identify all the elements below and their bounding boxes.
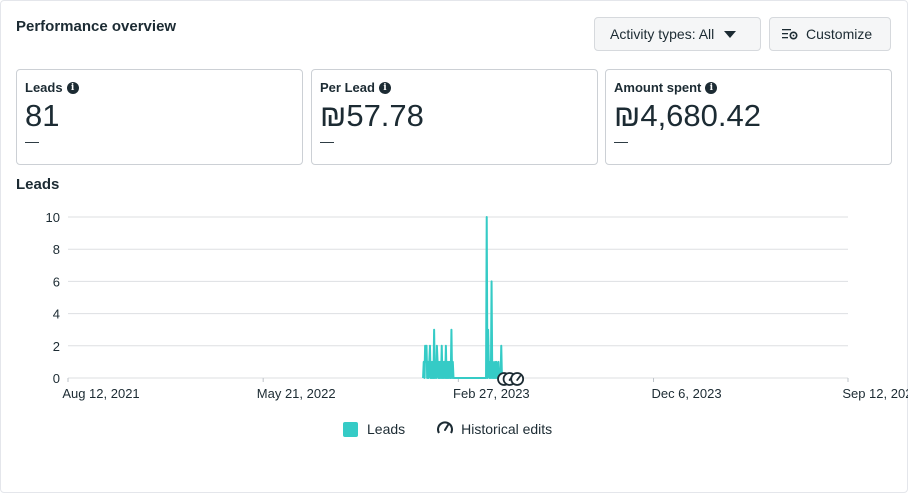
y-tick-label: 8: [53, 242, 60, 257]
historical-edits-icon: [437, 421, 454, 434]
customize-icon: [782, 29, 798, 40]
chart-section-title: Leads: [16, 176, 60, 193]
activity-types-label: Activity types: All: [610, 26, 715, 42]
info-icon[interactable]: i: [705, 81, 718, 94]
metric-value: 81: [25, 98, 60, 133]
metric-card-amount-spent: Amount spent i ₪4,680.42 —: [605, 69, 892, 165]
y-tick-label: 4: [53, 307, 60, 322]
chart-legend: Leads Historical edits: [343, 420, 552, 438]
x-tick-label: Sep 12, 2024: [842, 386, 908, 401]
metric-comparison: —: [614, 133, 628, 149]
y-tick-label: 2: [53, 339, 60, 354]
historical-edit-needle: [516, 375, 522, 381]
x-tick-label: Dec 6, 2023: [651, 386, 721, 401]
customize-label: Customize: [806, 26, 873, 42]
historical-edit-marker: [510, 372, 525, 386]
customize-button[interactable]: Customize: [769, 17, 891, 51]
legend-swatch-leads: [343, 421, 358, 437]
info-icon[interactable]: i: [66, 81, 79, 94]
metric-comparison: —: [25, 133, 39, 149]
x-tick-label: May 21, 2022: [257, 386, 336, 401]
y-tick-label: 6: [53, 274, 60, 289]
leads-chart[interactable]: 0 2 4 6 8 10 Aug 12, 2021 May 21, 2022 Feb 27, …: [0, 200, 908, 410]
metric-value: ₪57.78: [320, 98, 424, 133]
page-title: Performance overview: [16, 18, 177, 35]
leads-series-line: [422, 216, 503, 379]
metric-label: Per Lead: [320, 80, 375, 95]
legend-label-historical-edits: Historical edits: [461, 421, 553, 437]
info-icon[interactable]: i: [378, 81, 391, 94]
legend-label-leads: Leads: [367, 421, 406, 437]
metric-label: Amount spent: [614, 80, 702, 95]
y-tick-label: 10: [46, 210, 60, 225]
x-tick-label: Aug 12, 2021: [62, 386, 139, 401]
metric-value: ₪4,680.42: [614, 98, 761, 133]
metric-comparison: —: [320, 133, 334, 149]
metric-card-per-lead: Per Lead i ₪57.78 —: [311, 69, 598, 165]
y-tick-label: 0: [53, 371, 60, 386]
activity-types-dropdown[interactable]: Activity types: All: [594, 17, 761, 51]
metric-label: Leads: [25, 80, 63, 95]
metric-card-leads: Leads i 81 —: [16, 69, 303, 165]
x-tick-label: Feb 27, 2023: [453, 386, 530, 401]
caret-down-icon: [724, 30, 737, 38]
